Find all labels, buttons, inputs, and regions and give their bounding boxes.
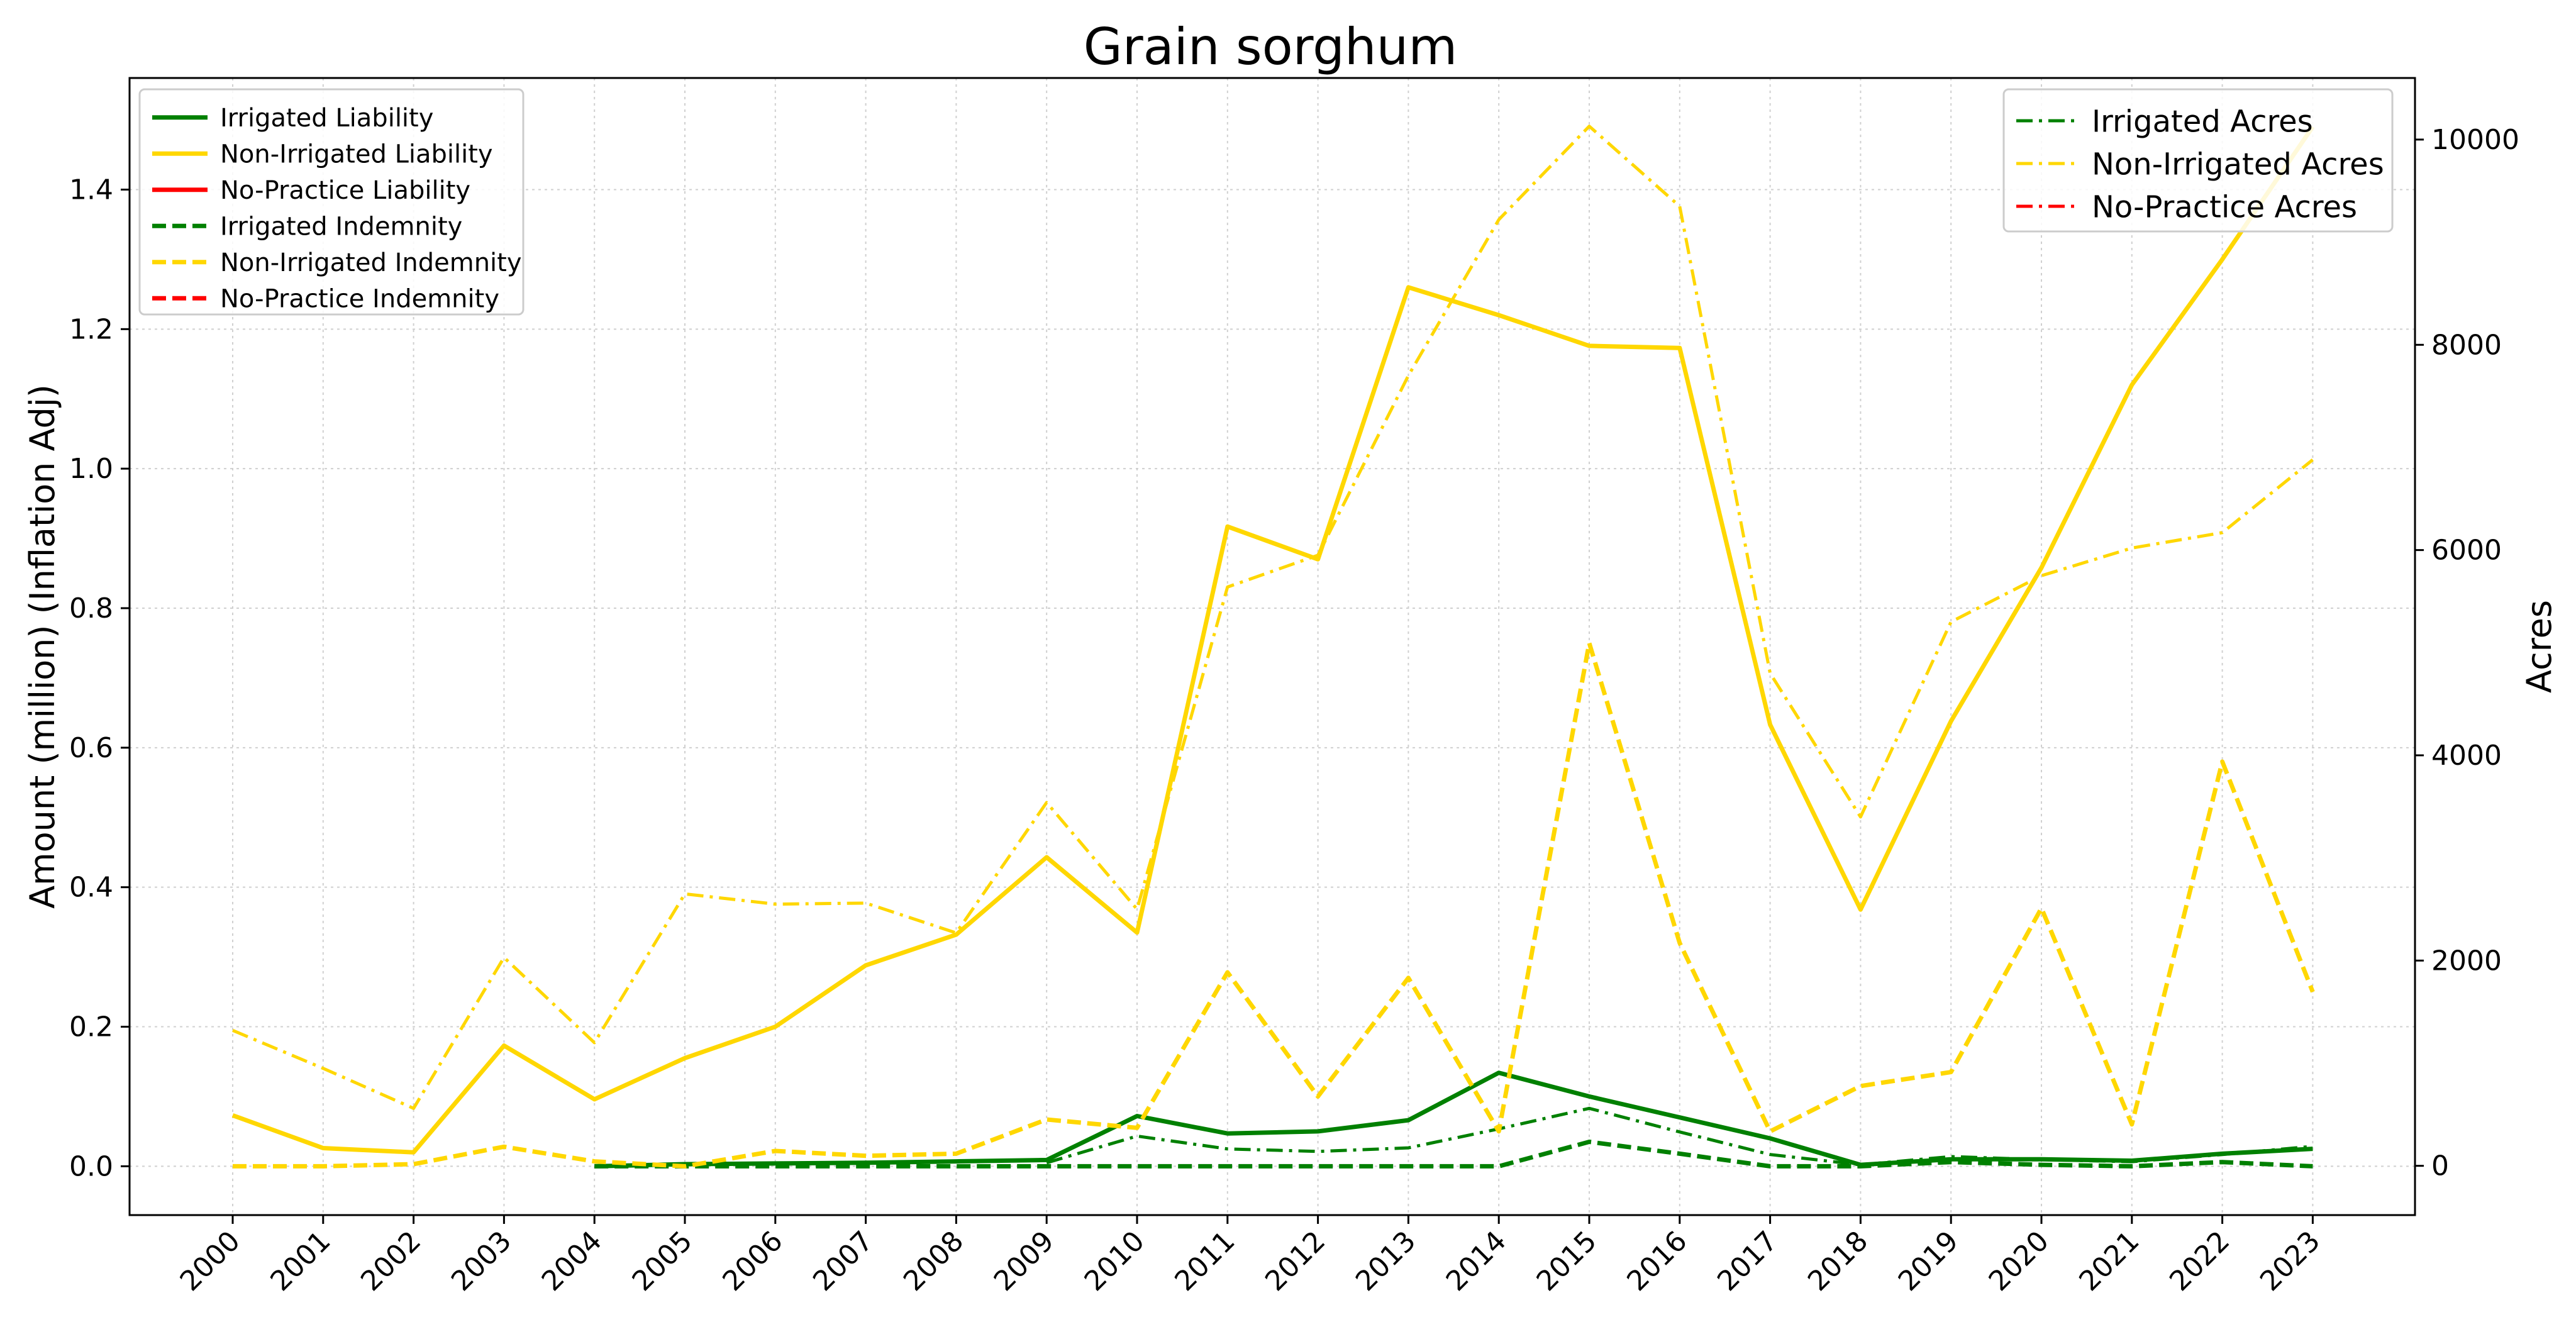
y-left-tick-label-7: 1.4 (69, 174, 113, 206)
y-right-tick-label-5: 10000 (2431, 124, 2519, 156)
y-axis-left-ticks: 0.0 0.2 0.4 0.6 0.8 1.0 1.2 1.4 (69, 174, 130, 1182)
legend-label-non-irrigated-liability: Non-Irrigated Liability (220, 140, 493, 169)
y-right-tick-label-4: 8000 (2431, 329, 2502, 361)
series-line-irrigated-indemnity (594, 1140, 2313, 1169)
legend-liability-indemnity: Irrigated Liability Non-Irrigated Liabili… (138, 88, 525, 316)
plot-frame (128, 77, 2416, 1216)
legend-label-non-irrigated-indemnity: Non-Irrigated Indemnity (220, 248, 522, 277)
y-axis-right-label: Acres (2519, 600, 2559, 693)
series-lines (231, 125, 2315, 1169)
series-line-irrigated-liability (594, 1070, 2313, 1169)
chart-title: Grain sorghum (1084, 18, 1458, 76)
legend-label-irrigated-liability: Irrigated Liability (220, 104, 433, 133)
y-right-tick-label-3: 6000 (2431, 535, 2502, 567)
y-left-tick-label-4: 0.8 (69, 592, 113, 625)
y-left-tick-label-0: 0.0 (69, 1150, 113, 1182)
legend-right-box (2002, 88, 2394, 233)
y-right-tick-label-1: 2000 (2431, 945, 2502, 977)
y-left-tick-label-5: 1.0 (69, 453, 113, 485)
legend-label-no-practice-acres: No-Practice Acres (2092, 189, 2357, 225)
y-axis-left-label: Amount (million) (Inflation Adj) (23, 384, 62, 909)
legend-left-box (138, 88, 525, 316)
legend-label-non-irrigated-acres: Non-Irrigated Acres (2092, 147, 2384, 182)
y-left-tick-label-2: 0.4 (69, 872, 113, 904)
legend-label-no-practice-indemnity: No-Practice Indemnity (220, 285, 499, 314)
legend-label-irrigated-indemnity: Irrigated Indemnity (220, 213, 462, 242)
series-line-non-irrigated-indemnity (233, 641, 2315, 1169)
legend-label-no-practice-liability: No-Practice Liability (220, 176, 470, 205)
y-right-tick-label-2: 4000 (2431, 740, 2502, 772)
y-right-tick-label-0: 0 (2431, 1150, 2449, 1182)
y-left-tick-label-6: 1.2 (69, 313, 113, 345)
legend-acres: Irrigated Acres Non-Irrigated Acres No-Pra… (2002, 88, 2394, 233)
series-line-non-irrigated-acres (232, 125, 2314, 1110)
y-left-tick-label-1: 0.2 (69, 1011, 113, 1043)
y-axis-right-ticks: 0 2000 4000 6000 8000 10000 (2415, 124, 2519, 1182)
y-left-tick-label-3: 0.6 (69, 732, 113, 764)
series-line-non-irrigated-liability (231, 125, 2315, 1155)
legend-label-irrigated-acres: Irrigated Acres (2092, 104, 2313, 139)
